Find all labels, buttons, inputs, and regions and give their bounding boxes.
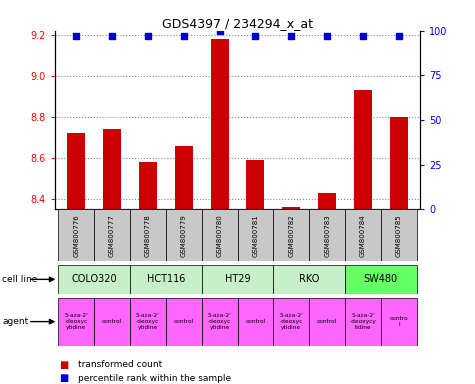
Bar [166, 209, 202, 261]
Bar [130, 265, 202, 294]
Point [359, 33, 367, 39]
Bar [282, 207, 300, 209]
Text: GSM800776: GSM800776 [73, 214, 79, 257]
Bar [381, 209, 417, 261]
Bar [238, 298, 273, 346]
Point [144, 33, 152, 39]
Bar [318, 193, 336, 209]
Bar [273, 209, 309, 261]
Bar [202, 298, 238, 346]
Text: GSM800782: GSM800782 [288, 214, 294, 257]
Text: SW480: SW480 [364, 274, 398, 285]
Bar [202, 265, 273, 294]
Point [108, 33, 116, 39]
Bar [381, 298, 417, 346]
Bar [238, 209, 273, 261]
Text: 5-aza-2'
-deoxycy
tidine: 5-aza-2' -deoxycy tidine [350, 313, 377, 330]
Bar [139, 162, 157, 209]
Text: 5-aza-2'
-deoxyc
ytidine: 5-aza-2' -deoxyc ytidine [279, 313, 303, 330]
Text: GSM800781: GSM800781 [252, 214, 258, 257]
Bar [58, 265, 130, 294]
Bar [309, 298, 345, 346]
Bar [345, 209, 381, 261]
Text: cell line: cell line [2, 275, 38, 284]
Text: COLO320: COLO320 [71, 274, 117, 285]
Bar [166, 298, 202, 346]
Bar [94, 209, 130, 261]
Bar [354, 90, 372, 209]
Bar [175, 146, 193, 209]
Text: contro
l: contro l [390, 316, 408, 327]
Title: GDS4397 / 234294_x_at: GDS4397 / 234294_x_at [162, 17, 313, 30]
Bar [94, 298, 130, 346]
Text: GSM800777: GSM800777 [109, 214, 115, 257]
Text: GSM800783: GSM800783 [324, 214, 330, 257]
Text: 5-aza-2'
-deoxyc
ytidine: 5-aza-2' -deoxyc ytidine [64, 313, 88, 330]
Bar [202, 209, 238, 261]
Text: control: control [317, 319, 337, 324]
Text: GSM800785: GSM800785 [396, 214, 402, 257]
Text: transformed count: transformed count [78, 360, 162, 369]
Text: agent: agent [2, 317, 28, 326]
Text: percentile rank within the sample: percentile rank within the sample [78, 374, 231, 383]
Point [323, 33, 331, 39]
Text: control: control [102, 319, 122, 324]
Text: HCT116: HCT116 [147, 274, 185, 285]
Text: control: control [173, 319, 194, 324]
Bar [67, 133, 85, 209]
Text: 5-aza-2'
-deoxyc
ytidine: 5-aza-2' -deoxyc ytidine [136, 313, 160, 330]
Point [72, 33, 80, 39]
Point [180, 33, 188, 39]
Text: GSM800780: GSM800780 [217, 214, 223, 257]
Bar [58, 298, 94, 346]
Text: GSM800778: GSM800778 [145, 214, 151, 257]
Point [395, 33, 403, 39]
Bar [390, 117, 408, 209]
Bar [345, 298, 381, 346]
Text: RKO: RKO [299, 274, 319, 285]
Text: ■: ■ [59, 360, 68, 370]
Bar [130, 298, 166, 346]
Point [287, 33, 295, 39]
Text: HT29: HT29 [225, 274, 250, 285]
Point [216, 28, 223, 34]
Bar [273, 265, 345, 294]
Text: ■: ■ [59, 373, 68, 383]
Bar [103, 129, 121, 209]
Text: 5-aza-2'
-deoxyc
ytidine: 5-aza-2' -deoxyc ytidine [208, 313, 231, 330]
Bar [309, 209, 345, 261]
Bar [247, 160, 265, 209]
Bar [210, 39, 228, 209]
Point [252, 33, 259, 39]
Text: GSM800784: GSM800784 [360, 214, 366, 257]
Bar [273, 298, 309, 346]
Bar [58, 209, 94, 261]
Text: GSM800779: GSM800779 [180, 214, 187, 257]
Bar [130, 209, 166, 261]
Bar [345, 265, 417, 294]
Text: control: control [245, 319, 266, 324]
